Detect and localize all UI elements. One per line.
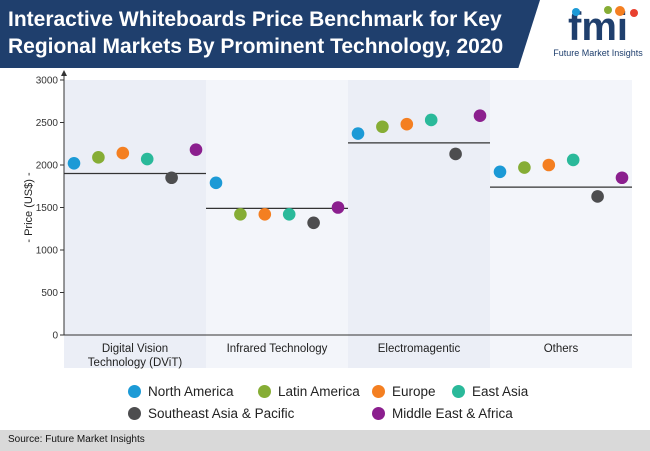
y-axis-ticks: 0 500 1000 1500 2000 2500 3000 xyxy=(36,76,64,342)
data-points xyxy=(67,109,629,230)
header: Interactive Whiteboards Price Benchmark … xyxy=(0,0,650,68)
legend-item: Latin America xyxy=(258,384,360,399)
data-point xyxy=(351,127,365,140)
legend-swatch xyxy=(128,385,141,398)
legend-label: North America xyxy=(148,384,234,399)
x-tick-label: Infrared Technology xyxy=(227,343,328,355)
data-point xyxy=(400,117,414,131)
data-point xyxy=(234,208,247,221)
legend-label: Middle East & Africa xyxy=(392,406,513,421)
y-tick-label: 3000 xyxy=(36,76,59,87)
title-line-2: Regional Markets By Prominent Technology… xyxy=(8,35,504,58)
x-tick-label: Digital Vision xyxy=(102,343,168,355)
chart-title: Interactive Whiteboards Price Benchmark … xyxy=(8,6,528,60)
data-point xyxy=(449,147,462,161)
legend-label: East Asia xyxy=(472,384,529,399)
legend-label: Latin America xyxy=(278,384,360,399)
fmi-logo: fmi Future Market Insights xyxy=(548,4,648,64)
legend-swatch xyxy=(452,385,465,398)
data-point xyxy=(307,216,320,230)
fmi-logo-mark: fmi xyxy=(568,5,638,49)
data-point xyxy=(209,176,223,190)
x-tick-label: Others xyxy=(544,343,579,355)
data-point xyxy=(116,146,130,160)
data-point xyxy=(140,152,154,166)
legend-swatch xyxy=(372,407,385,420)
data-point xyxy=(473,109,487,122)
legend-item: East Asia xyxy=(452,384,528,399)
source-note: Source: Future Market Insights xyxy=(8,434,145,445)
y-axis-arrow xyxy=(61,70,67,76)
y-tick-label: 1500 xyxy=(36,203,59,214)
data-point xyxy=(282,208,296,221)
y-tick-label: 500 xyxy=(41,288,58,299)
logo-caption: Future Market Insights xyxy=(553,48,643,58)
category-panels xyxy=(64,80,632,368)
data-point xyxy=(331,201,345,214)
legend-item: North America xyxy=(128,384,234,399)
data-point xyxy=(542,158,556,172)
data-point xyxy=(424,113,438,127)
y-axis-label: - Price (US$) - xyxy=(23,172,35,243)
data-point xyxy=(165,171,178,185)
benchmark-lines xyxy=(64,142,632,209)
data-point xyxy=(493,165,507,179)
legend-item: Europe xyxy=(372,384,436,399)
y-tick-label: 1000 xyxy=(36,246,59,257)
data-point xyxy=(376,120,389,134)
category-panel xyxy=(490,80,632,368)
axes xyxy=(61,70,632,336)
chart-area: 0 500 1000 1500 2000 2500 3000 Digital Vision T… xyxy=(23,70,632,369)
legend: North America Latin America Europe East Asi… xyxy=(0,380,650,430)
x-axis-labels: Digital Vision Technology (DViT) Infrared … xyxy=(88,343,579,369)
data-point xyxy=(258,208,272,221)
legend-swatch xyxy=(128,407,141,420)
data-point xyxy=(67,157,81,170)
legend-swatch xyxy=(372,385,385,398)
legend-swatch xyxy=(258,385,271,398)
category-panel xyxy=(206,80,348,368)
x-tick-label: Electromagentic xyxy=(378,343,461,355)
legend-label: Southeast Asia & Pacific xyxy=(148,406,295,421)
x-tick-label-line2: Technology (DViT) xyxy=(88,357,183,369)
data-point xyxy=(566,153,580,167)
legend-item: Middle East & Africa xyxy=(372,406,513,421)
data-point xyxy=(518,161,531,174)
category-panel xyxy=(64,80,206,368)
title-line-1: Interactive Whiteboards Price Benchmark … xyxy=(8,8,502,31)
legend-label: Europe xyxy=(392,384,436,399)
category-panel xyxy=(348,80,490,368)
data-point xyxy=(189,143,203,156)
footer: Source: Future Market Insights xyxy=(0,430,650,451)
y-tick-label: 2000 xyxy=(36,161,59,172)
y-tick-label: 2500 xyxy=(36,118,59,129)
title-banner: Interactive Whiteboards Price Benchmark … xyxy=(0,0,540,68)
legend-item: Southeast Asia & Pacific xyxy=(128,406,294,421)
data-point xyxy=(591,190,604,203)
y-tick-label: 0 xyxy=(52,331,58,342)
data-point xyxy=(615,171,629,185)
data-point xyxy=(92,151,105,164)
